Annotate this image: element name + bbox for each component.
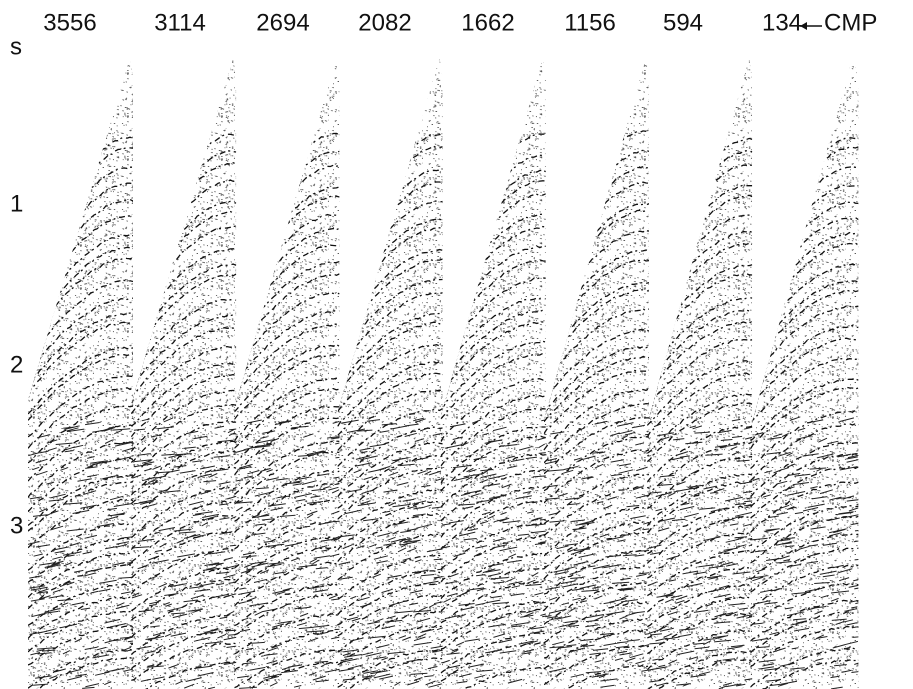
- noise: [234, 419, 340, 689]
- cmp-number: 2694: [256, 9, 309, 36]
- arrow-head: [800, 22, 807, 30]
- noise: [131, 417, 237, 689]
- noise: [544, 420, 649, 688]
- cmp-number: 3114: [154, 9, 206, 36]
- cmp-number: 1156: [564, 9, 616, 36]
- cmp-number: 594: [663, 9, 703, 36]
- noise: [751, 416, 859, 689]
- cmp-gathers: [28, 58, 859, 689]
- cmp-arrow: [800, 22, 822, 30]
- cmp-number: 3556: [43, 9, 96, 36]
- cmp-number: 134: [762, 9, 802, 36]
- noise: [338, 417, 443, 688]
- time-unit: s: [10, 33, 22, 60]
- noise: [441, 416, 546, 684]
- labels: 3556 3114 2694 2082 1662 1156 594 134 CMP 1 2 3: [10, 9, 877, 539]
- time-label: 3: [10, 512, 23, 539]
- speckle: [131, 58, 237, 689]
- cmp-label: CMP: [824, 9, 877, 36]
- time-label: 2: [10, 351, 23, 378]
- noise: [28, 419, 133, 689]
- time-label: 1: [10, 190, 23, 217]
- cmp-number: 1662: [461, 9, 514, 36]
- cmp-number: 2082: [358, 9, 411, 36]
